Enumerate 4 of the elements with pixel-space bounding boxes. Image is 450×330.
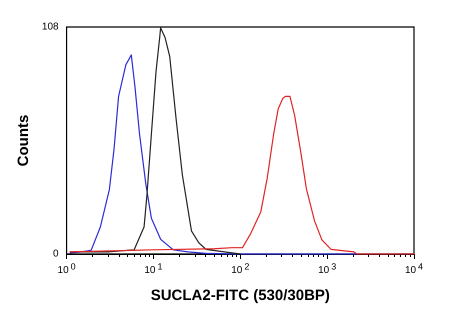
y-tick-label: 0	[53, 248, 60, 260]
y-tick-label: 108	[42, 22, 60, 32]
y-axis-title: Counts	[15, 114, 32, 166]
x-axis-title: SUCLA2-FITC (530/30BP)	[150, 287, 330, 304]
